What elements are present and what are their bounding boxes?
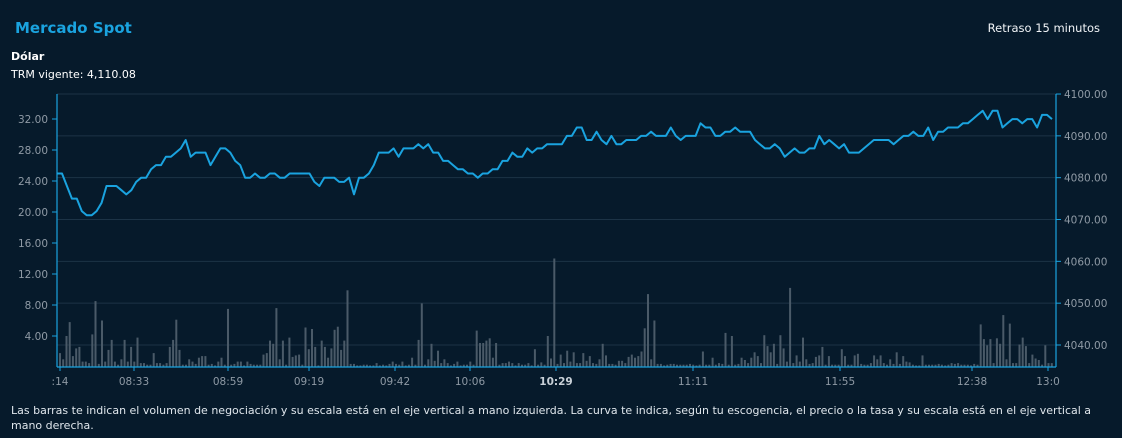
svg-text:16.00: 16.00	[18, 238, 48, 250]
delay-label: Retraso 15 minutos	[987, 21, 1100, 35]
svg-text:20.00: 20.00	[18, 207, 48, 219]
chart-footnote: Las barras te indican el volumen de nego…	[11, 404, 1092, 432]
svg-text:08:59: 08:59	[213, 376, 243, 388]
svg-text:4100.00: 4100.00	[1064, 89, 1107, 101]
svg-text:10:06: 10:06	[455, 376, 486, 388]
spot-market-chart[interactable]: 4.00 8.00 12.00 16.00 20.00 24.00 28.00 32.00 4…	[0, 0, 1122, 400]
svg-text:4090.00: 4090.00	[1064, 131, 1107, 143]
svg-text:4050.00: 4050.00	[1064, 298, 1107, 310]
instrument-label: Dólar	[11, 50, 45, 63]
svg-text:28.00: 28.00	[18, 145, 48, 157]
svg-text:11:11: 11:11	[678, 376, 708, 388]
svg-text:4080.00: 4080.00	[1064, 173, 1107, 185]
right-axis-ticks: 4040.00 4050.00 4060.00 4070.00 4080.00 4090.…	[1056, 89, 1107, 352]
left-axis-ticks: 4.00 8.00 12.00 16.00 20.00 24.00 28.00 32.00	[18, 114, 57, 343]
price-line	[57, 109, 1053, 217]
svg-text:09:42: 09:42	[380, 376, 410, 388]
svg-text:32.00: 32.00	[18, 114, 48, 126]
svg-text:4.00: 4.00	[25, 331, 48, 343]
svg-text:09:19: 09:19	[294, 376, 324, 388]
volume-bars	[59, 258, 1053, 368]
svg-text:24.00: 24.00	[18, 176, 48, 188]
svg-text:12.00: 12.00	[18, 269, 48, 281]
svg-text:08:33: 08:33	[119, 376, 149, 388]
svg-text:10:29: 10:29	[539, 376, 572, 388]
svg-text:8.00: 8.00	[25, 300, 48, 312]
svg-text:13:0: 13:0	[1036, 376, 1060, 388]
svg-text:11:55: 11:55	[825, 376, 855, 388]
svg-text::14: :14	[52, 376, 69, 388]
page-title: Mercado Spot	[15, 19, 132, 37]
trm-value: TRM vigente: 4,110.08	[11, 68, 136, 81]
x-axis-ticks: :14 08:33 08:59 09:19 09:42 10:06 10:29 11:11 11…	[52, 367, 1060, 388]
chart-grid	[57, 93, 1056, 346]
svg-text:12:38: 12:38	[957, 376, 987, 388]
svg-text:4040.00: 4040.00	[1064, 340, 1107, 352]
svg-text:4060.00: 4060.00	[1064, 256, 1107, 268]
svg-text:4070.00: 4070.00	[1064, 215, 1107, 227]
